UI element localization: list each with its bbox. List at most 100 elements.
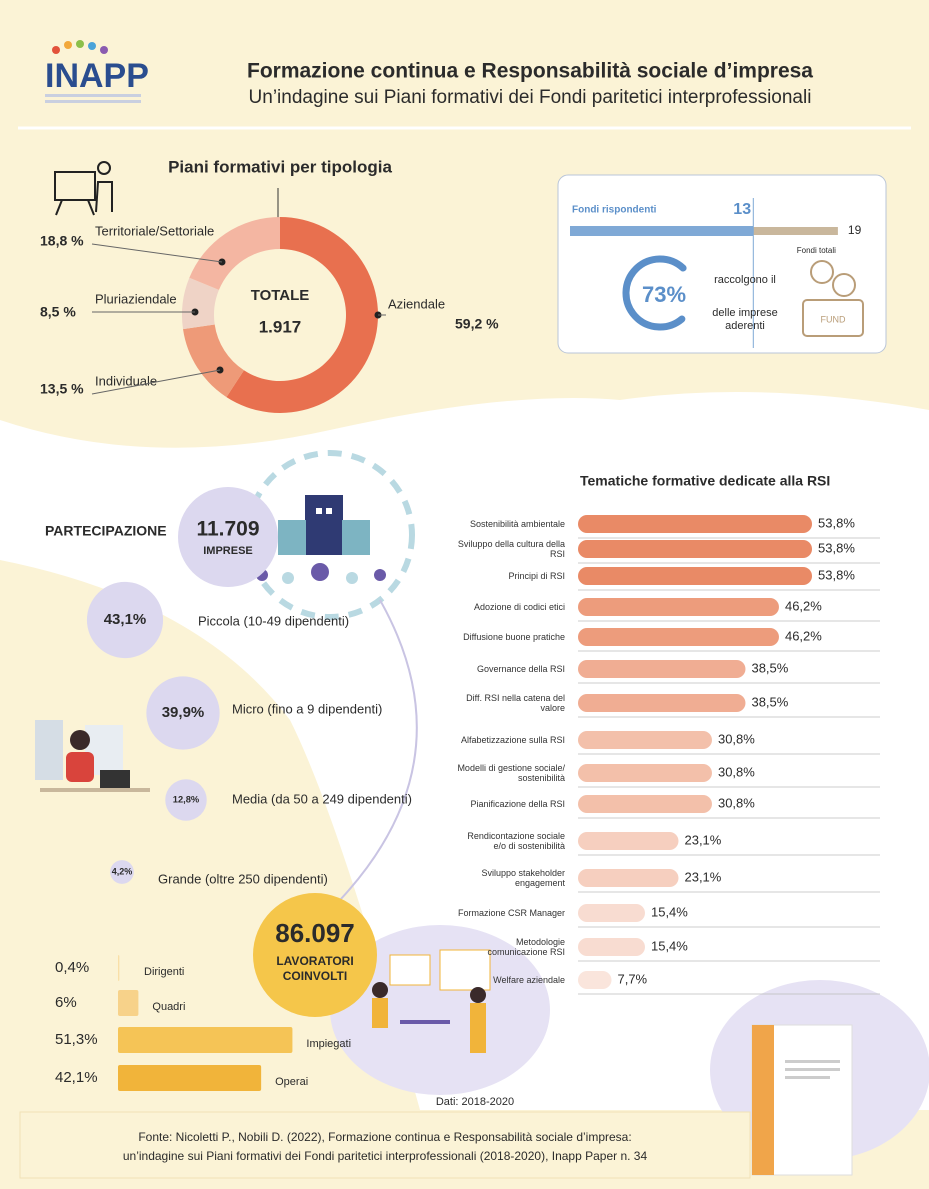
bar bbox=[578, 567, 812, 585]
bar bbox=[118, 1065, 261, 1091]
icon-fund-label: FUND bbox=[821, 314, 846, 324]
bubble-label: Micro (fino a 9 dipendenti) bbox=[232, 701, 382, 716]
bubble-value: 4,2% bbox=[112, 866, 133, 876]
logo: INAPP bbox=[45, 57, 149, 95]
slice-label: Individuale bbox=[95, 373, 157, 388]
bar-label: Governance della RSI bbox=[455, 651, 565, 687]
bar bbox=[578, 540, 812, 558]
bar-label: Quadri bbox=[152, 1001, 185, 1013]
bar-label: Operai bbox=[275, 1076, 308, 1088]
bar-value: 7,7% bbox=[617, 971, 647, 986]
bar-label: Welfare aziendale bbox=[455, 962, 565, 998]
bar-label: Formazione CSR Manager bbox=[455, 895, 565, 931]
bar-value: 51,3% bbox=[55, 1031, 98, 1048]
annotation: aderenti bbox=[725, 320, 765, 332]
bar bbox=[578, 971, 611, 989]
bar bbox=[578, 904, 645, 922]
bar-label: Dirigenti bbox=[144, 966, 184, 978]
bar-value: 30,8% bbox=[718, 764, 755, 779]
bar-value: 53,8% bbox=[818, 540, 855, 555]
source: un’indagine sui Piani formativi dei Fond… bbox=[123, 1149, 648, 1163]
bar bbox=[118, 1027, 292, 1053]
slice-value: 8,5 % bbox=[40, 304, 76, 320]
logo-dot bbox=[88, 42, 96, 50]
source: Fonte: Nicoletti P., Nobili D. (2022), F… bbox=[138, 1130, 631, 1144]
chart-title: Tematiche formative dedicate alla RSI bbox=[580, 473, 830, 489]
bar bbox=[578, 832, 678, 850]
annotation: delle imprese bbox=[712, 307, 777, 319]
bar-value: 38,5% bbox=[751, 660, 788, 675]
bar bbox=[578, 694, 745, 712]
bar-value: 23,1% bbox=[684, 869, 721, 884]
bar bbox=[578, 764, 712, 782]
bar bbox=[578, 938, 645, 956]
bar bbox=[118, 990, 138, 1016]
slice-label: Territoriale/Settoriale bbox=[95, 223, 214, 238]
bubble-value: 12,8% bbox=[173, 794, 200, 804]
bubble-value: 39,9% bbox=[162, 704, 205, 721]
logo-dot bbox=[52, 46, 60, 54]
bar-value: 15,4% bbox=[651, 904, 688, 919]
slice-label: Aziendale bbox=[388, 296, 445, 311]
bar-label: Alfabetizzazione sulla RSI bbox=[455, 722, 565, 758]
bubble-label: Media (da 50 a 249 dipendenti) bbox=[232, 791, 412, 806]
bar-label: Sviluppo stakeholder engagement bbox=[455, 860, 565, 896]
bar-value: 0,4% bbox=[55, 959, 89, 976]
note: Dati: 2018-2020 bbox=[436, 1096, 514, 1108]
slice-label: Pluriaziendale bbox=[95, 291, 177, 306]
gauge-value: 73% bbox=[642, 282, 686, 307]
annotation: raccolgono il bbox=[714, 274, 776, 286]
bar bbox=[578, 598, 779, 616]
center-label: TOTALE bbox=[251, 287, 310, 304]
bar-label: Impiegati bbox=[306, 1038, 351, 1050]
logo-tagline bbox=[45, 100, 141, 103]
bar bbox=[578, 869, 678, 887]
bar-value: 6% bbox=[55, 994, 77, 1011]
slice-value: 59,2 % bbox=[455, 316, 499, 332]
center-value: 1.917 bbox=[259, 317, 302, 336]
bar-value: 19 bbox=[848, 223, 862, 237]
total-unit: LAVORATORI bbox=[276, 954, 353, 968]
subtitle: Un’indagine sui Piani formativi dei Fond… bbox=[249, 87, 812, 108]
bar-value: 42,1% bbox=[55, 1069, 98, 1086]
bubble-value: 43,1% bbox=[104, 611, 147, 628]
bar bbox=[118, 955, 119, 981]
logo-dot bbox=[64, 41, 72, 49]
bar bbox=[578, 795, 712, 813]
bar-value: 13 bbox=[733, 201, 751, 218]
bar bbox=[570, 226, 753, 236]
logo-dot bbox=[76, 40, 84, 48]
bar-value: 15,4% bbox=[651, 938, 688, 953]
logo-dot bbox=[100, 46, 108, 54]
logo-tagline bbox=[45, 94, 141, 97]
bar bbox=[578, 628, 779, 646]
total-unit: IMPRESE bbox=[203, 545, 253, 557]
bar-value: 46,2% bbox=[785, 598, 822, 613]
infographic: INAPP Formazione continua e Responsabili… bbox=[0, 0, 929, 1189]
bar-value: 38,5% bbox=[751, 694, 788, 709]
fondi-box bbox=[558, 175, 886, 353]
bubble-label: Grande (oltre 250 dipendenti) bbox=[158, 871, 328, 886]
bar-value: 53,8% bbox=[818, 567, 855, 582]
bar-label: Rendicontazione sociale e/o di sostenibi… bbox=[455, 823, 565, 859]
bar-value: 30,8% bbox=[718, 731, 755, 746]
title: Formazione continua e Responsabilità soc… bbox=[247, 60, 813, 83]
section-title: PARTECIPAZIONE bbox=[45, 523, 167, 539]
bar-label: Pianificazione della RSI bbox=[455, 786, 565, 822]
total-unit: COINVOLTI bbox=[283, 969, 347, 983]
icon-book bbox=[752, 1025, 852, 1175]
slice-value: 13,5 % bbox=[40, 381, 84, 397]
bar-label: Fondi totali bbox=[797, 246, 836, 255]
bar-value: 53,8% bbox=[818, 515, 855, 530]
bar-label: Diff. RSI nella catena del valore bbox=[455, 685, 565, 721]
bar bbox=[578, 660, 745, 678]
bar-value: 46,2% bbox=[785, 628, 822, 643]
bar-label: Metodologie comunicazione RSI bbox=[455, 929, 565, 965]
slice-value: 18,8 % bbox=[40, 233, 84, 249]
bubble-label: Piccola (10-49 dipendenti) bbox=[198, 613, 349, 628]
bar-value: 30,8% bbox=[718, 795, 755, 810]
bar-label: Fondi rispondenti bbox=[572, 205, 657, 216]
total-value: 86.097 bbox=[275, 918, 355, 948]
bar bbox=[578, 731, 712, 749]
chart-title: Piani formativi per tipologia bbox=[168, 157, 392, 176]
